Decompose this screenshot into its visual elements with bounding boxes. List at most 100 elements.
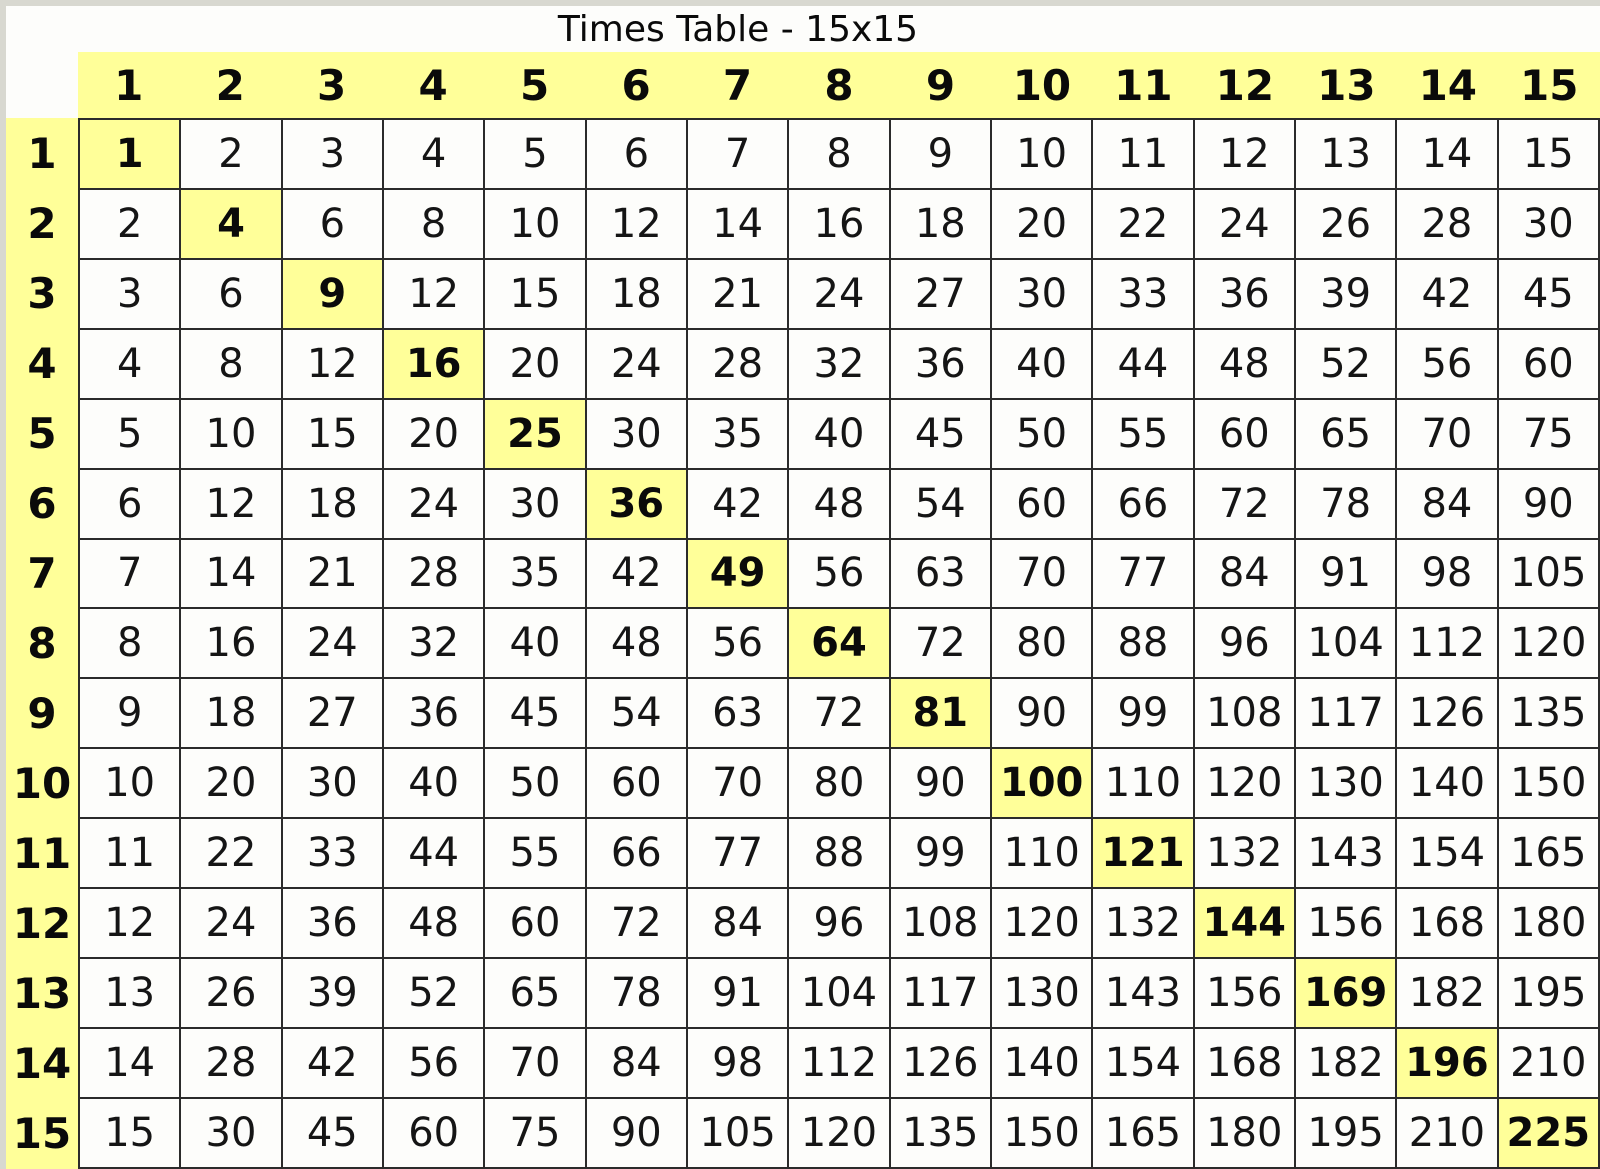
product-cell: 130 [1293,747,1398,820]
product-cell: 15 [280,397,384,470]
product-cell: 22 [1091,187,1195,260]
column-header-cell: 1 [114,60,144,110]
product-cell: 98 [685,1026,790,1099]
table-row: 7 14 21 28 35 42 49 56 63 70 77 84 91 98 105 [77,537,1600,610]
product-cell: 12 [584,187,688,260]
product-cell: 154 [1395,817,1499,890]
product-cell: 42 [584,537,688,610]
product-cell: 112 [1395,607,1499,680]
product-cell: 28 [179,1026,283,1099]
product-cell: 32 [787,327,891,400]
product-cell: 52 [381,957,486,1029]
row-header-cell: 4 [27,338,57,388]
product-cell: 2 [77,187,182,260]
column-header-cell: 14 [1418,60,1478,110]
product-cell: 18 [584,257,688,330]
column-header-cell: 7 [722,60,753,110]
product-cell: 48 [787,467,891,540]
product-cell: 8 [787,118,891,190]
product-cell: 70 [483,1026,587,1099]
product-cell: 11 [77,817,182,890]
row-header-cell: 2 [27,198,57,248]
product-cell: 14 [1395,118,1499,190]
product-cell: 72 [888,607,992,680]
product-cell: 20 [179,747,283,820]
product-cell: 50 [483,747,587,820]
title-bar: Times Table - 15x15 [6,6,1600,52]
product-cell: 52 [1293,327,1398,400]
product-cell: 30 [584,397,688,470]
product-cell: 63 [685,677,790,750]
product-cell: 78 [584,957,688,1029]
product-cell: 98 [1395,537,1499,610]
product-cell: 42 [1395,257,1499,330]
product-cell: 154 [1091,1026,1195,1099]
product-cell: 60 [1192,397,1296,470]
product-cell: 55 [1091,397,1195,470]
product-cell: 40 [989,327,1094,400]
product-cell-square: 49 [685,537,790,610]
product-cell: 8 [381,187,486,260]
product-cell: 110 [989,817,1094,890]
product-cell: 88 [787,817,891,890]
row-header-cell: 15 [12,1109,72,1159]
column-header-cell: 2 [215,60,245,110]
table-row: 8 16 24 32 40 48 56 64 72 80 88 96 104 112 120 [77,607,1600,680]
product-cell: 66 [584,817,688,890]
product-cell: 72 [1192,467,1296,540]
row-header-cell: 1 [27,128,57,178]
product-cell: 126 [1395,677,1499,750]
product-cell: 195 [1496,957,1600,1029]
product-cell: 30 [280,747,384,820]
product-cell: 210 [1395,1096,1499,1169]
product-cell: 99 [888,817,992,890]
table-row: 1 2 3 4 5 6 7 8 9 10 11 12 13 14 15 [77,118,1600,190]
product-cell-square: 81 [888,677,992,750]
product-cell-square: 9 [280,257,384,330]
product-cell: 24 [787,257,891,330]
product-cell: 156 [1192,957,1296,1029]
product-cell: 117 [1293,677,1398,750]
product-cell: 42 [280,1026,384,1099]
row-header-cell: 12 [12,899,72,949]
product-cell: 80 [787,747,891,820]
product-cell: 20 [989,187,1094,260]
column-header-cell: 3 [317,60,347,110]
product-cell-square: 196 [1395,1026,1499,1099]
product-cell: 54 [888,467,992,540]
product-cell: 12 [381,257,486,330]
product-cell: 84 [1192,537,1296,610]
product-cell: 78 [1293,467,1398,540]
product-cell: 30 [1496,187,1600,260]
row-header-cell: 8 [27,618,57,668]
table-row: 9 18 27 36 45 54 63 72 81 90 99 108 117 126 135 [77,677,1600,750]
product-cell: 44 [1091,327,1195,400]
row-header-cell: 9 [27,689,57,739]
product-cell: 90 [1496,467,1600,540]
product-cell: 84 [685,887,790,960]
product-cell: 22 [179,817,283,890]
product-cell: 45 [280,1096,384,1169]
product-cell: 11 [1091,118,1195,190]
product-cell: 182 [1293,1026,1398,1099]
product-cell: 10 [989,118,1094,190]
product-cell: 182 [1395,957,1499,1029]
product-cell: 77 [685,817,790,890]
table-row: 14 28 42 56 70 84 98 112 126 140 154 168 182 196 210 [77,1026,1600,1099]
column-header-cell: 9 [925,60,956,110]
product-cell: 63 [888,537,992,610]
product-cell: 60 [1496,327,1600,400]
column-header-cell: 10 [1012,60,1072,110]
product-cell: 150 [989,1096,1094,1169]
product-cell: 44 [381,817,486,890]
product-cell: 3 [77,257,182,330]
product-cell: 120 [1496,607,1600,680]
product-cell: 32 [381,607,486,680]
product-cell: 143 [1091,957,1195,1029]
product-cell: 65 [483,957,587,1029]
product-cell: 126 [888,1026,992,1099]
table-row: 11 22 33 44 55 66 77 88 99 110 121 132 143 154 165 [77,817,1600,890]
product-cell: 9 [888,118,992,190]
table-layout: 1 2 3 4 5 6 7 8 9 10 11 12 13 14 15 1 2 3 4 5 6 7 8 9 10 11 12 13 1… [6,52,1600,1169]
product-cell: 168 [1395,887,1499,960]
